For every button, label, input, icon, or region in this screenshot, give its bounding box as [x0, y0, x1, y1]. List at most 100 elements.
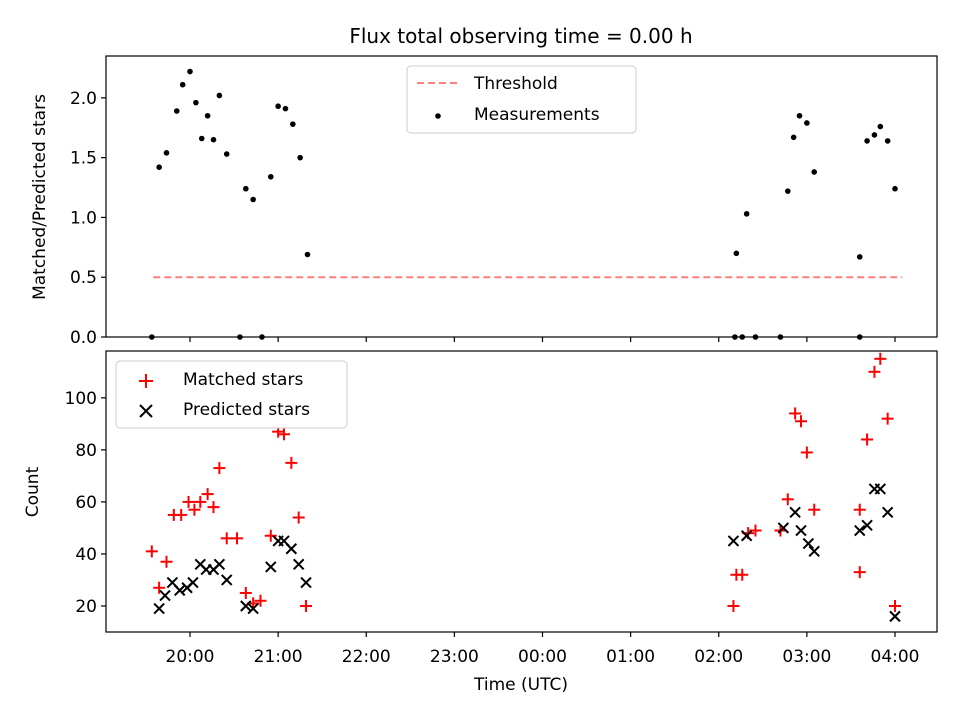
measurement-point [187, 68, 193, 75]
measurement-point [267, 173, 274, 180]
predicted-star-point [265, 561, 277, 573]
matched-star-point [145, 545, 158, 558]
measurement-point [892, 185, 898, 192]
bottom-plot-area [145, 352, 901, 623]
x-tick-label: 21:00 [254, 647, 303, 667]
legend-matched-marker [139, 374, 153, 388]
predicted-star-point [881, 506, 894, 519]
top-legend: Threshold Measurements [406, 65, 637, 134]
measurement-point [179, 81, 186, 88]
predicted-star-point [802, 537, 815, 550]
matched-star-point [781, 493, 794, 506]
predicted-star-point [247, 602, 259, 615]
x-tick-label: 03:00 [782, 647, 831, 667]
matched-star-point [160, 555, 173, 568]
top-axes-frame [105, 55, 938, 338]
measurement-point [784, 188, 791, 194]
measurement-point [275, 103, 281, 110]
y-tick-label: 1.0 [70, 208, 97, 228]
top-x-ticks [189, 337, 896, 342]
measurement-point [856, 254, 863, 260]
predicted-star-point [889, 610, 901, 623]
x-tick-label: 00:00 [518, 647, 567, 667]
legend-threshold-label: Threshold [473, 74, 558, 94]
y-tick-label: 80 [75, 441, 97, 461]
matched-star-point [808, 503, 821, 516]
measurement-point [790, 134, 797, 141]
matched-star-point [188, 503, 201, 516]
matched-star-point [874, 352, 887, 365]
matched-star-point [220, 532, 233, 545]
matched-star-point [207, 501, 220, 514]
legend-measurements-marker [435, 113, 441, 119]
matched-star-point [800, 446, 813, 459]
x-tick-label: 01:00 [606, 647, 655, 667]
y-tick-label: 40 [75, 545, 97, 565]
matched-star-point [749, 524, 762, 537]
y-tick-label: 0.0 [70, 328, 97, 348]
measurement-point [733, 250, 740, 257]
predicted-star-point [861, 519, 873, 532]
matched-star-point [182, 495, 195, 508]
top-y-axis-label: Matched/Predicted stars [30, 94, 50, 300]
measurement-point [163, 150, 170, 156]
predicted-star-point [854, 524, 866, 537]
top-legend-box [406, 65, 637, 134]
chart-title: Flux total observing time = 0.00 h [349, 24, 692, 48]
predicted-star-point [240, 600, 252, 612]
measurement-point [210, 136, 217, 143]
measurement-point [811, 169, 818, 175]
x-tick-label: 02:00 [694, 647, 743, 667]
matched-star-point [727, 599, 740, 612]
measurement-point [743, 211, 750, 217]
predicted-star-point [221, 574, 233, 586]
matched-star-point [264, 529, 277, 542]
bottom-y-axis: 20 40 60 80 100 [65, 389, 106, 617]
matched-star-point [175, 508, 188, 521]
legend-measurements-label: Measurements [474, 105, 600, 125]
predicted-star-point [174, 584, 186, 597]
matched-star-point [292, 511, 305, 524]
y-tick-label: 0.5 [70, 268, 97, 288]
matched-star-point [231, 532, 243, 545]
predicted-star-point [789, 506, 801, 519]
measurement-point [871, 132, 878, 138]
measurement-point [173, 108, 180, 114]
measurement-point [250, 196, 256, 203]
predicted-star-point [874, 483, 887, 495]
matched-star-point [300, 599, 313, 612]
predicted-star-point [285, 543, 298, 555]
y-tick-label: 1.5 [70, 149, 97, 169]
bottom-y-axis-label: Count [23, 466, 43, 517]
y-tick-label: 100 [65, 389, 97, 409]
predicted-star-point [187, 576, 199, 589]
matched-star-point [736, 568, 749, 581]
predicted-star-point [300, 576, 312, 589]
matched-star-point [201, 488, 214, 501]
predicted-star-point [727, 535, 740, 547]
top-plot-area [149, 68, 903, 340]
measurement-point [216, 92, 223, 99]
measurement-point [204, 112, 211, 119]
measurement-point [884, 138, 891, 144]
top-y-axis: 0.0 0.5 1.0 1.5 2.0 [70, 89, 106, 348]
matched-star-point [194, 495, 207, 508]
measurement-point [290, 121, 296, 127]
measurement-point [304, 251, 311, 258]
measurement-point [193, 99, 199, 106]
y-tick-label: 2.0 [70, 89, 97, 109]
bottom-legend: Matched stars Predicted stars [115, 360, 348, 429]
y-tick-label: 20 [75, 597, 97, 617]
bottom-panel: 20 40 60 80 100 20:00 21:00 22:00 23:00 00:00 01:… [23, 350, 938, 695]
matched-star-point [853, 566, 866, 579]
predicted-star-point [213, 558, 226, 571]
predicted-star-point [153, 602, 165, 615]
predicted-star-point [808, 545, 820, 558]
bottom-x-axis: 20:00 21:00 22:00 23:00 00:00 01:00 02:00 03:00… [166, 632, 920, 667]
measurement-point [864, 138, 870, 144]
y-tick-label: 60 [75, 493, 97, 513]
matched-star-point [795, 415, 807, 428]
bottom-axes-frame [105, 350, 938, 633]
legend-predicted-marker [139, 404, 153, 418]
